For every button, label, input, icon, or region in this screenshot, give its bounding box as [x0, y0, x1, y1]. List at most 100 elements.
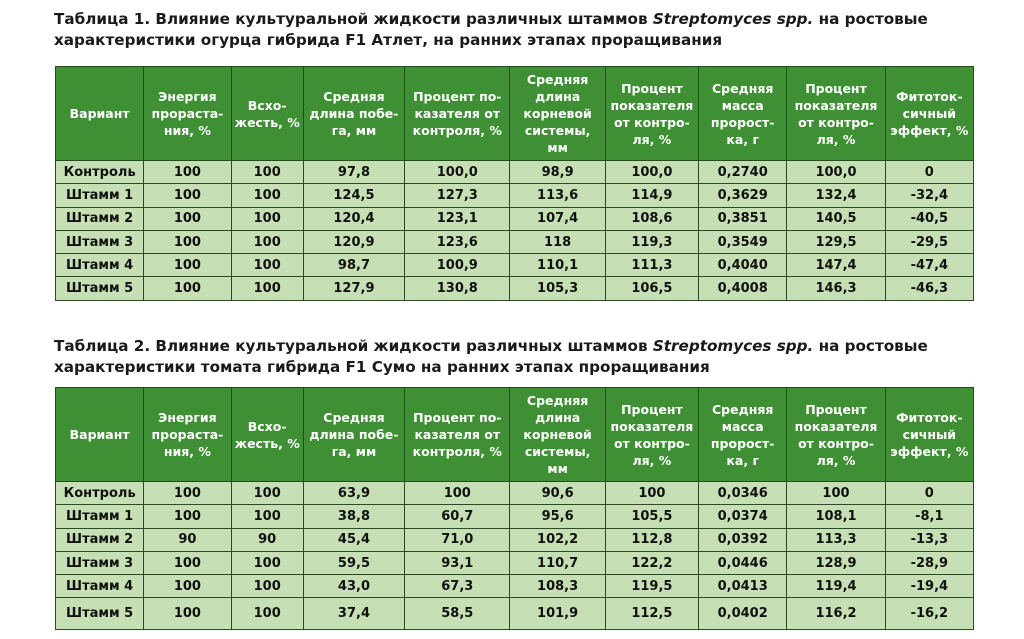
table2-header-cell: Средняя длина корневой системы, мм: [509, 387, 606, 482]
table-row: Штамм 3 100 100 120,9 123,6 118 119,3 0,3549 129…: [54, 229, 975, 255]
table-cell: 110,1: [509, 253, 606, 278]
table2-header-cell: Процент по-казателя от контроля, %: [404, 387, 511, 482]
table-cell: 105,5: [604, 504, 700, 529]
table-cell: 122,2: [604, 550, 700, 576]
table-cell: 120,4: [302, 206, 406, 231]
table-cell: 100,0: [404, 159, 511, 185]
table2-header-cell: Энергия прораста-ния, %: [143, 387, 232, 482]
table-cell: 100: [143, 504, 232, 529]
table-cell: 113,3: [786, 527, 886, 552]
table-cell: 100: [143, 183, 232, 208]
table-cell: 100: [143, 206, 232, 231]
table-cell: 100: [143, 550, 232, 576]
table-cell: 37,4: [302, 597, 406, 631]
table-cell: 0,4040: [698, 253, 788, 278]
table-cell: 116,2: [786, 597, 886, 631]
row-label-cell: Штамм 4: [54, 574, 145, 599]
table2-caption-species: Streptomyces spp.: [652, 337, 814, 355]
table-cell: 140,5: [786, 206, 886, 231]
table-cell: 100: [230, 550, 304, 576]
table-cell: 0,0346: [698, 480, 788, 506]
table-cell: 59,5: [302, 550, 406, 576]
table-cell: 108,6: [604, 206, 700, 231]
table-cell: 100: [230, 574, 304, 599]
table-cell: 100: [143, 597, 232, 631]
table2-header-cell: Средняя масса пророст-ка, г: [698, 387, 788, 482]
table-row: Штамм 4 100 100 98,7 100,9 110,1 111,3 0,4040 14…: [54, 253, 975, 278]
row-label-cell: Штамм 3: [54, 229, 145, 255]
table1-caption-text-end: на ростовые характеристики огурца гибрид…: [54, 10, 928, 49]
table-cell: 114,9: [604, 183, 700, 208]
table-cell: 95,6: [509, 504, 606, 529]
table-cell: 129,5: [786, 229, 886, 255]
row-label-cell: Штамм 3: [54, 550, 145, 576]
table-cell: 119,5: [604, 574, 700, 599]
table-cell: 100: [143, 253, 232, 278]
table-cell: 120,9: [302, 229, 406, 255]
table1-header-cell: Всхо-жесть, %: [230, 66, 304, 161]
table-cell: 0,2740: [698, 159, 788, 185]
table-cell: 147,4: [786, 253, 886, 278]
table-cell: 127,3: [404, 183, 511, 208]
table2-body: Контроль 100 100 63,9 100 90,6 100 0,0346 100 0 Шт…: [54, 480, 975, 631]
table2-header-cell: Вариант: [54, 387, 145, 482]
table-row: Штамм 3 100 100 59,5 93,1 110,7 122,2 0,0446 128…: [54, 550, 975, 576]
table-row: Штамм 5 100 100 37,4 58,5 101,9 112,5 0,0402 116…: [54, 597, 975, 631]
table-cell: 127,9: [302, 276, 406, 301]
row-label-cell: Штамм 2: [54, 527, 145, 552]
table1: Вариант Энергия прораста-ния, % Всхо-жесть…: [54, 66, 975, 301]
table-cell: 0,0374: [698, 504, 788, 529]
table-cell: 124,5: [302, 183, 406, 208]
table-cell: 0: [884, 480, 975, 506]
table2-header-cell: Фитоток-сичный эффект, %: [884, 387, 975, 482]
table-cell: 0,3851: [698, 206, 788, 231]
table-row: Штамм 1 100 100 38,8 60,7 95,6 105,5 0,0374 108,…: [54, 504, 975, 529]
table-cell: -28,9: [884, 550, 975, 576]
table2-caption-text: Таблица 2. Влияние культуральной жидкост…: [54, 337, 653, 355]
table-cell: 100: [230, 504, 304, 529]
table-cell: 0,0446: [698, 550, 788, 576]
table-cell: 100: [230, 206, 304, 231]
table-cell: 63,9: [302, 480, 406, 506]
table2-header-cell: Всхо-жесть, %: [230, 387, 304, 482]
table-cell: 111,3: [604, 253, 700, 278]
table1-header-cell: Процент показателя от контро-ля, %: [786, 66, 886, 161]
table-cell: 112,5: [604, 597, 700, 631]
table-cell: -47,4: [884, 253, 975, 278]
table-cell: 90: [230, 527, 304, 552]
table-cell: 43,0: [302, 574, 406, 599]
table-cell: 0,0392: [698, 527, 788, 552]
table-cell: 100: [230, 253, 304, 278]
table-cell: 112,8: [604, 527, 700, 552]
table-cell: -32,4: [884, 183, 975, 208]
table-cell: 100: [143, 276, 232, 301]
table-cell: 100: [143, 480, 232, 506]
table-cell: 0,3629: [698, 183, 788, 208]
table1-header-cell: Процент по-казателя от контроля, %: [404, 66, 511, 161]
table-row: Контроль 100 100 97,8 100,0 98,9 100,0 0,2740 10…: [54, 159, 975, 185]
table1-header-cell: Энергия прораста-ния, %: [143, 66, 232, 161]
table-cell: 108,1: [786, 504, 886, 529]
table-cell: 100: [143, 229, 232, 255]
table-cell: 67,3: [404, 574, 511, 599]
table-cell: 60,7: [404, 504, 511, 529]
table-cell: 97,8: [302, 159, 406, 185]
table1-body: Контроль 100 100 97,8 100,0 98,9 100,0 0,2740 10…: [54, 159, 975, 301]
table-row: Штамм 1 100 100 124,5 127,3 113,6 114,9 0,3629 1…: [54, 183, 975, 208]
table-cell: 101,9: [509, 597, 606, 631]
table-cell: 38,8: [302, 504, 406, 529]
table-row: Штамм 2 100 100 120,4 123,1 107,4 108,6 0,3851 1…: [54, 206, 975, 231]
table-cell: 128,9: [786, 550, 886, 576]
table1-caption-species: Streptomyces spp.: [652, 10, 814, 28]
table1-header-cell: Фитоток-сичный эффект, %: [884, 66, 975, 161]
table-cell: 123,6: [404, 229, 511, 255]
table2-header-cell: Процент показателя от контро-ля, %: [604, 387, 700, 482]
table-cell: 132,4: [786, 183, 886, 208]
table-cell: 100: [230, 276, 304, 301]
table-cell: -8,1: [884, 504, 975, 529]
table-cell: 108,3: [509, 574, 606, 599]
table-cell: 107,4: [509, 206, 606, 231]
row-label-cell: Штамм 1: [54, 504, 145, 529]
table-cell: -19,4: [884, 574, 975, 599]
table1-header-cell: Средняя масса пророст-ка, г: [698, 66, 788, 161]
